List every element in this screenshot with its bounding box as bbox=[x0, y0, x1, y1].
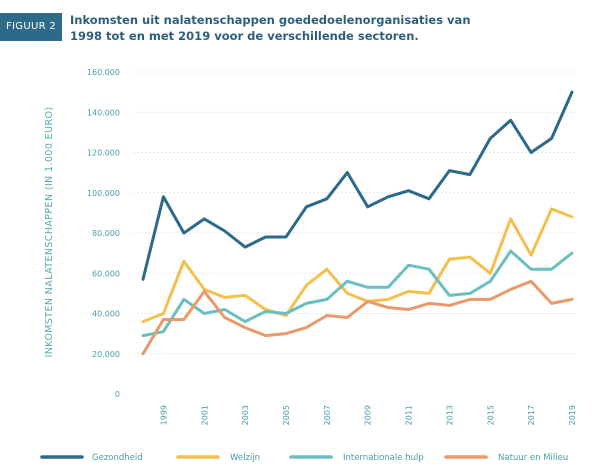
y-tick-label: 160.000 bbox=[87, 68, 120, 77]
x-tick-label: 2013 bbox=[445, 405, 454, 425]
y-tick-label: 140.000 bbox=[87, 108, 120, 117]
grid-layer bbox=[133, 71, 576, 355]
x-tick-label: 2007 bbox=[323, 405, 332, 425]
x-tick-label: 2001 bbox=[200, 405, 209, 425]
x-tick-label: 2019 bbox=[568, 405, 577, 425]
y-tick-label: 0 bbox=[115, 390, 120, 399]
series-line-3 bbox=[141, 249, 574, 338]
figure-title: Inkomsten uit nalatenschappen goededoele… bbox=[70, 13, 471, 43]
x-tick-label: 2009 bbox=[364, 405, 373, 425]
y-axis-label: INKOMSTEN NALATENSCHAPPEN (IN 1.000 EURO… bbox=[44, 107, 55, 358]
x-tick-label: 1999 bbox=[159, 405, 168, 425]
y-tick-label: 80.000 bbox=[92, 229, 120, 238]
legend: Gezondheid Welzijn Internationale hulp Natu… bbox=[40, 453, 568, 463]
y-tick-label: 100.000 bbox=[87, 189, 120, 198]
x-tick-label: 2005 bbox=[282, 405, 291, 425]
series-line-4 bbox=[141, 279, 574, 356]
legend-label: Welzijn bbox=[230, 453, 260, 463]
y-tick-label: 60.000 bbox=[92, 269, 120, 278]
x-tick-label: 2011 bbox=[405, 405, 414, 425]
series-line-1 bbox=[141, 90, 574, 281]
x-tick-label: 2015 bbox=[486, 405, 495, 425]
series-line-2 bbox=[141, 207, 574, 324]
y-tick-label: 40.000 bbox=[92, 310, 120, 319]
legend-label: Natuur en Milieu bbox=[498, 453, 568, 463]
y-tick-label: 20.000 bbox=[92, 350, 120, 359]
x-tick-label: 2017 bbox=[527, 405, 536, 425]
legend-label: Gezondheid bbox=[92, 453, 143, 463]
series-lines bbox=[141, 90, 574, 356]
x-tick-label: 2003 bbox=[241, 405, 250, 425]
y-tick-label: 120.000 bbox=[87, 149, 120, 158]
figure-badge: FIGUUR 2 bbox=[0, 13, 62, 41]
legend-label: Internationale hulp bbox=[343, 453, 424, 463]
x-tick-labels: 1999 2001 2003 2005 2007 2009 2011 2013 2015 2017… bbox=[159, 405, 577, 425]
y-tick-labels: 0 20.000 40.000 60.000 80.000 100.000 120.000 1… bbox=[87, 68, 120, 399]
